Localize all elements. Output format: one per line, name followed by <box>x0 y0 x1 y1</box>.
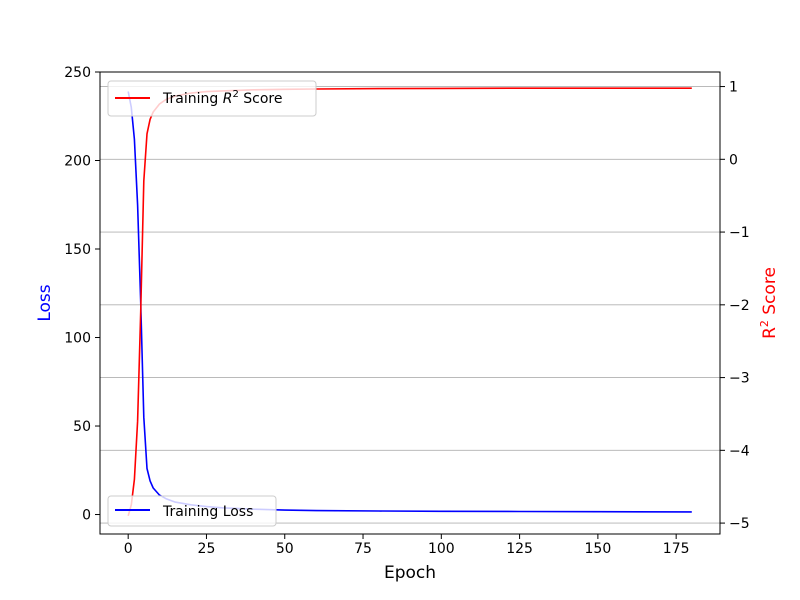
y-right-title-rest: Score <box>760 267 780 320</box>
y-left-axis-title: Loss <box>35 284 55 321</box>
y-right-axis: 1 0 −1 −2 −3 −4 −5 <box>720 80 750 532</box>
y-left-tick-label-4: 200 <box>64 154 91 170</box>
series-line-training-r2 <box>127 87 692 517</box>
y-right-tick-label-1: 0 <box>729 152 738 168</box>
y-left-tick-label-2: 100 <box>64 331 91 347</box>
y-right-tick-label-5: −4 <box>729 443 750 459</box>
x-tick-label-2: 50 <box>276 541 294 557</box>
x-tick-label-0: 0 <box>124 541 133 557</box>
series-lines <box>127 87 692 517</box>
y-right-tick-label-3: −2 <box>729 298 750 314</box>
legend-loss: Training Loss <box>107 495 277 527</box>
x-axis-title: Epoch <box>384 563 436 583</box>
x-tick-label-4: 100 <box>428 541 455 557</box>
y-left-tick-label-5: 250 <box>64 65 91 81</box>
legend-loss-box <box>107 495 277 527</box>
gridlines <box>100 86 720 524</box>
legend-r2: Training R2 Score <box>107 80 317 117</box>
y-left-tick-label-3: 150 <box>64 242 91 258</box>
y-right-tick-label-0: 1 <box>729 80 738 96</box>
legend-r2-base: R <box>223 91 233 107</box>
x-tick-label-3: 75 <box>354 541 372 557</box>
y-right-title-sup: 2 <box>758 320 771 327</box>
x-tick-label-6: 150 <box>585 541 612 557</box>
legend-r2-sup: 2 <box>232 89 238 100</box>
y-right-title-base: R <box>760 327 780 339</box>
x-axis: 0 25 50 75 100 125 150 175 <box>124 534 690 557</box>
y-left-axis: 0 50 100 150 200 250 <box>64 65 100 524</box>
y-right-axis-title: R2 Score <box>758 267 780 339</box>
legend-r2-suffix: Score <box>239 91 283 107</box>
legend-loss-label: Training Loss <box>162 504 253 520</box>
plot-frame <box>99 71 721 535</box>
x-tick-label-5: 125 <box>506 541 533 557</box>
y-left-tick-label-0: 0 <box>82 508 91 524</box>
y-left-tick-label-1: 50 <box>73 419 91 435</box>
x-tick-label-7: 175 <box>663 541 690 557</box>
legend-r2-label: Training R2 Score <box>162 89 282 107</box>
legend-r2-box <box>107 80 317 117</box>
y-right-tick-label-2: −1 <box>729 225 750 241</box>
legend-r2-prefix: Training <box>162 91 223 107</box>
y-right-tick-label-4: −3 <box>729 371 750 387</box>
y-right-tick-label-6: −5 <box>729 516 750 532</box>
x-tick-label-1: 25 <box>198 541 216 557</box>
series-line-training-loss <box>127 91 692 513</box>
